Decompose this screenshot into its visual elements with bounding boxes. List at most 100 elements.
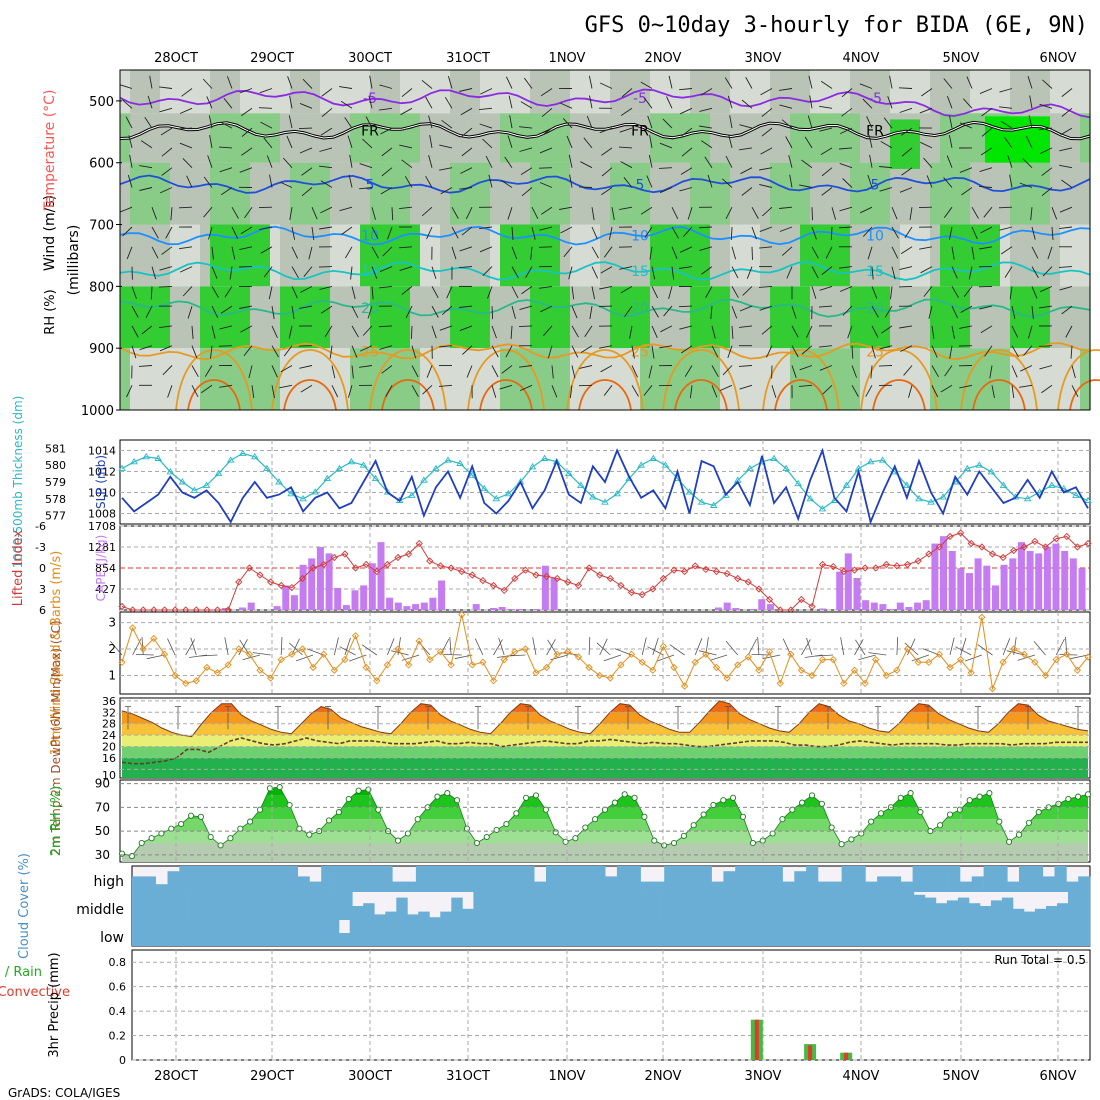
wind-barb bbox=[140, 140, 153, 149]
wind10-axis-ticks: 123 bbox=[108, 616, 116, 683]
wind-barb bbox=[151, 246, 159, 259]
wind-barb bbox=[883, 117, 893, 129]
li-line-marker bbox=[659, 574, 668, 583]
wind-barb bbox=[1041, 187, 1053, 197]
wind-barb bbox=[921, 88, 933, 97]
cape-bar bbox=[818, 608, 826, 610]
wind-barb bbox=[940, 384, 953, 393]
li-line-marker bbox=[500, 586, 508, 595]
wind-barb bbox=[651, 345, 655, 359]
wind-barb bbox=[451, 226, 459, 239]
rh-cell bbox=[420, 162, 431, 225]
wind-barb bbox=[159, 107, 173, 113]
rh-cell bbox=[940, 113, 951, 163]
wind-barb bbox=[681, 147, 693, 157]
cloud-cell bbox=[1046, 906, 1058, 920]
cloud-cell bbox=[546, 866, 559, 892]
thickness-line-marker bbox=[613, 489, 621, 497]
rh-cell bbox=[670, 70, 681, 114]
cloud-cell bbox=[319, 892, 331, 920]
wind10-line-marker bbox=[978, 613, 986, 621]
wind-barb bbox=[640, 81, 653, 89]
wind-barb bbox=[839, 285, 853, 292]
rh-cell bbox=[210, 224, 221, 287]
cloud-cell bbox=[807, 920, 819, 946]
li-line-marker bbox=[532, 571, 540, 579]
rh-cell bbox=[220, 224, 231, 287]
wind-barb bbox=[871, 325, 879, 338]
rh-cell bbox=[930, 70, 941, 114]
cloud-cell bbox=[971, 876, 984, 892]
wind-barb bbox=[959, 384, 973, 389]
wind-barb bbox=[648, 365, 653, 379]
wind-barb bbox=[946, 96, 953, 109]
cloud-cell bbox=[506, 892, 518, 920]
rh-cell bbox=[710, 286, 721, 349]
rh-cell bbox=[680, 348, 691, 410]
thickness-line-marker bbox=[782, 464, 790, 472]
rh-line-marker bbox=[897, 794, 904, 801]
wind-barb bbox=[150, 286, 153, 300]
cape-bar bbox=[394, 602, 402, 610]
wind-barb bbox=[903, 365, 913, 376]
thickness-line-marker bbox=[492, 494, 501, 502]
rh-cell bbox=[1060, 224, 1071, 287]
wind10-barb bbox=[806, 637, 813, 656]
wind10-line-marker bbox=[500, 655, 508, 664]
rh-cell bbox=[630, 286, 641, 349]
rh-cell bbox=[350, 113, 361, 163]
rh-cell bbox=[260, 113, 271, 163]
wind-barb bbox=[283, 345, 293, 357]
rh-cell bbox=[840, 286, 851, 349]
wind-barb bbox=[611, 207, 615, 221]
rh-cell bbox=[520, 348, 531, 410]
wind-barb bbox=[243, 345, 253, 357]
thickness-line-marker bbox=[878, 456, 887, 463]
rh-cell bbox=[360, 162, 371, 225]
cape-bar bbox=[498, 607, 506, 610]
rh-line-marker bbox=[690, 822, 697, 829]
wind-barb bbox=[339, 206, 353, 212]
rh-cell bbox=[760, 70, 771, 114]
rh-band bbox=[122, 819, 1088, 832]
wind-barb bbox=[584, 325, 593, 337]
wind10-barb bbox=[977, 644, 993, 656]
rh-line-marker bbox=[779, 816, 786, 823]
rh-cell bbox=[870, 224, 881, 287]
wind-barb bbox=[760, 88, 773, 96]
rh-cell bbox=[890, 224, 901, 287]
rh-cell bbox=[1070, 70, 1081, 114]
rh-cell bbox=[310, 70, 321, 114]
wind-barb bbox=[1029, 95, 1033, 109]
wind-barb bbox=[646, 175, 653, 188]
cloud-cell bbox=[981, 920, 993, 946]
cape-bar bbox=[325, 553, 333, 610]
rh-cell bbox=[1010, 286, 1021, 349]
wind-barb bbox=[608, 226, 613, 240]
rh-line-marker bbox=[335, 809, 342, 816]
wind-barb bbox=[842, 178, 853, 188]
cloud-cell bbox=[356, 866, 369, 892]
wind-barb bbox=[382, 246, 393, 257]
wind-barb bbox=[682, 226, 693, 238]
rh-cell bbox=[890, 162, 901, 225]
cloud-cell bbox=[752, 920, 764, 946]
wind-barb bbox=[761, 127, 773, 137]
wind-barb bbox=[1061, 179, 1073, 188]
rh-cell bbox=[280, 348, 291, 410]
wind-barb bbox=[959, 167, 973, 173]
rh-cell bbox=[480, 224, 491, 287]
wind-barb bbox=[1025, 136, 1033, 149]
li-line-marker bbox=[458, 567, 466, 576]
wind10-line-marker bbox=[118, 658, 126, 666]
wind-barb bbox=[1041, 384, 1053, 394]
rh-cell bbox=[380, 348, 391, 410]
wind-barb bbox=[981, 127, 993, 137]
wind-barb bbox=[1031, 246, 1039, 259]
wind-barb bbox=[631, 385, 639, 397]
cloud-cell bbox=[676, 866, 689, 892]
wind-barb bbox=[741, 99, 753, 109]
rh-cell bbox=[290, 113, 301, 163]
rh-cell bbox=[390, 224, 401, 287]
